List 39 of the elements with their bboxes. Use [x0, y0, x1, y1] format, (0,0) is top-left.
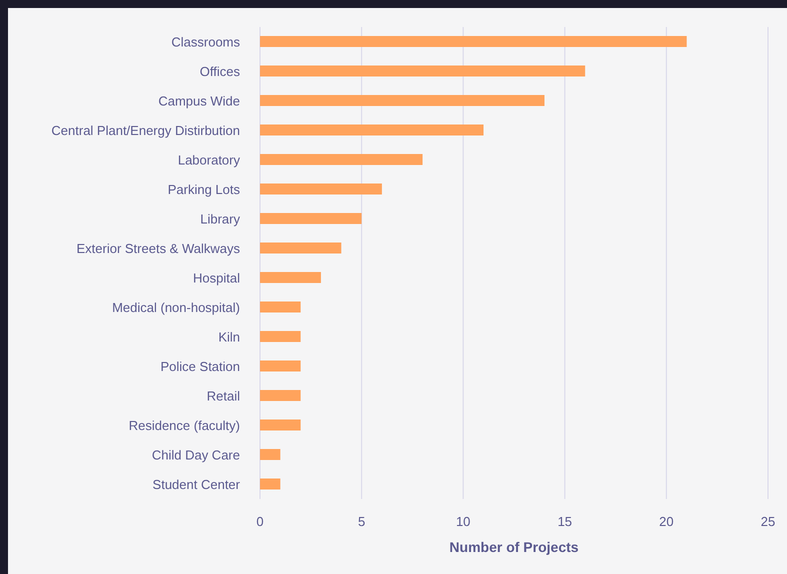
y-tick-label: Classrooms — [171, 34, 240, 50]
x-tick-label: 10 — [456, 514, 470, 530]
bar — [260, 184, 382, 194]
bar — [260, 66, 586, 76]
bar — [260, 272, 321, 283]
bar — [260, 390, 301, 401]
y-tick-label: Central Plant/Energy Distirbution — [51, 122, 240, 138]
bar — [260, 242, 342, 254]
x-tick-label: 0 — [256, 514, 264, 530]
bar — [260, 360, 301, 372]
y-tick-label: Exterior Streets & Walkways — [76, 240, 240, 256]
x-tick-label: 20 — [659, 514, 674, 530]
bar — [260, 420, 301, 430]
bar — [260, 302, 301, 312]
x-tick-label: 15 — [558, 514, 572, 530]
bar — [260, 154, 423, 165]
y-tick-label: Library — [200, 211, 240, 226]
y-tick-label: Parking Lots — [168, 182, 240, 197]
bar — [260, 95, 544, 106]
bar — [260, 36, 687, 47]
y-tick-label: Kiln — [218, 329, 240, 344]
y-tick-label: Laboratory — [178, 152, 240, 168]
y-tick-label: Medical (non-hospital) — [112, 300, 240, 315]
bar — [260, 478, 280, 490]
y-tick-label: Residence (faculty) — [128, 418, 240, 433]
y-tick-label: Offices — [200, 64, 240, 79]
y-tick-label: Campus Wide — [158, 93, 240, 108]
x-tick-label: 25 — [760, 514, 776, 530]
y-tick-label: Hospital — [193, 270, 240, 286]
y-tick-label: Student Center — [152, 476, 241, 492]
y-tick-label: Retail — [206, 388, 240, 404]
x-axis-title: Number of Projects — [449, 539, 579, 555]
bar — [260, 124, 484, 136]
bar — [260, 213, 362, 224]
y-tick-label: Child Day Care — [152, 447, 240, 462]
x-tick-label: 5 — [358, 514, 366, 530]
bar — [260, 449, 280, 460]
y-tick-label: Police Station — [160, 358, 240, 374]
bar — [260, 331, 301, 342]
